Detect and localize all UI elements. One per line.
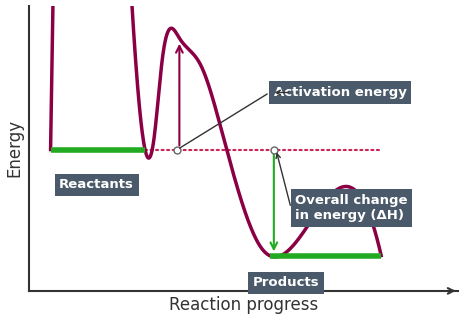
Text: Overall change
in energy (ΔH): Overall change in energy (ΔH) — [294, 194, 407, 222]
Text: Reactants: Reactants — [59, 179, 134, 191]
Text: Products: Products — [252, 276, 318, 289]
Text: Activation energy: Activation energy — [273, 86, 406, 99]
X-axis label: Reaction progress: Reaction progress — [169, 296, 318, 315]
Y-axis label: Energy: Energy — [6, 119, 24, 177]
